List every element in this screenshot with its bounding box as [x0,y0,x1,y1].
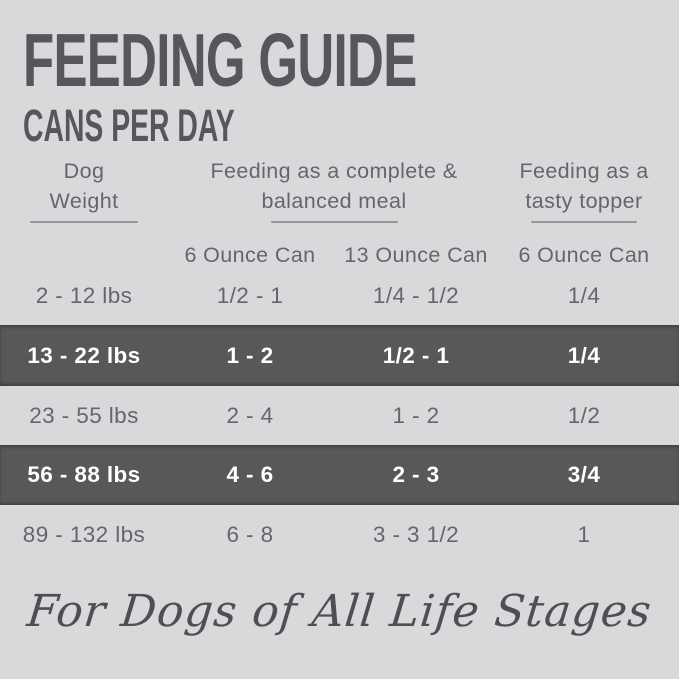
cell-dog-weight: 2 - 12 lbs [35,282,133,308]
cell-meal-13oz: 1 - 2 [392,402,440,428]
column-group-label-line: tasty topper [525,189,643,213]
cell-topper-6oz: 1/4 [567,282,601,308]
column-group-label-line: Weight [49,189,119,213]
table-row-highlighted: 56 - 88 lbs 4 - 6 2 - 3 3/4 [0,445,679,505]
page-subtitle: CANS PER DAY [23,100,235,151]
cell-meal-6oz: 4 - 6 [226,462,274,487]
cell-dog-weight: 23 - 55 lbs [29,402,139,428]
subheader-13oz-complete: 13 Ounce Can [344,243,488,267]
table-row: 23 - 55 lbs 2 - 4 1 - 2 1/2 [0,386,679,445]
header-underline [30,221,138,223]
cell-meal-13oz: 1/2 - 1 [382,342,450,368]
header-underline [270,221,398,223]
column-group-label-line: Feeding as a complete & [210,159,458,183]
subheader-spacer [0,241,168,269]
cell-meal-6oz: 6 - 8 [226,522,274,547]
cell-dog-weight: 13 - 22 lbs [27,342,141,368]
table-body: 2 - 12 lbs 1/2 - 1 1/4 - 1/2 1/4 13 - 22… [0,266,679,565]
table-row: 2 - 12 lbs 1/2 - 1 1/4 - 1/2 1/4 [0,266,679,325]
cell-topper-6oz: 1/4 [567,342,601,368]
column-group-dog-weight: Dog Weight [0,156,168,223]
cell-meal-13oz: 1/4 - 1/2 [372,282,460,308]
cell-meal-6oz: 1/2 - 1 [216,282,284,308]
column-group-label-line: balanced meal [261,189,407,213]
cell-dog-weight: 89 - 132 lbs [22,522,146,547]
subheader-6oz-complete: 6 Ounce Can [184,243,316,267]
cell-meal-13oz: 2 - 3 [392,462,440,487]
table-header-groups: Dog Weight Feeding as a complete & balan… [0,156,679,223]
cell-topper-6oz: 1 [577,522,591,547]
footer-tagline: For Dogs of All Life Stages [24,586,655,637]
cell-topper-6oz: 3/4 [567,462,601,487]
cell-topper-6oz: 1/2 [567,402,601,428]
page-title: FEEDING GUIDE [23,18,417,102]
column-group-label-line: Feeding as a [519,159,649,183]
table-subheaders: 6 Ounce Can 13 Ounce Can 6 Ounce Can [0,241,679,269]
header-underline [531,221,637,223]
cell-meal-6oz: 2 - 4 [226,402,274,428]
column-group-tasty-topper: Feeding as a tasty topper [500,156,668,223]
subheader-6oz-topper: 6 Ounce Can [518,243,650,267]
cell-dog-weight: 56 - 88 lbs [27,462,141,487]
title-block: FEEDING GUIDE CANS PER DAY [23,18,602,151]
column-group-complete-meal: Feeding as a complete & balanced meal [168,156,500,223]
column-group-label-line: Dog [63,159,105,183]
table-row-highlighted: 13 - 22 lbs 1 - 2 1/2 - 1 1/4 [0,325,679,386]
cell-meal-13oz: 3 - 3 1/2 [372,522,460,547]
table-row: 89 - 132 lbs 6 - 8 3 - 3 1/2 1 [0,505,679,565]
cell-meal-6oz: 1 - 2 [226,342,274,368]
